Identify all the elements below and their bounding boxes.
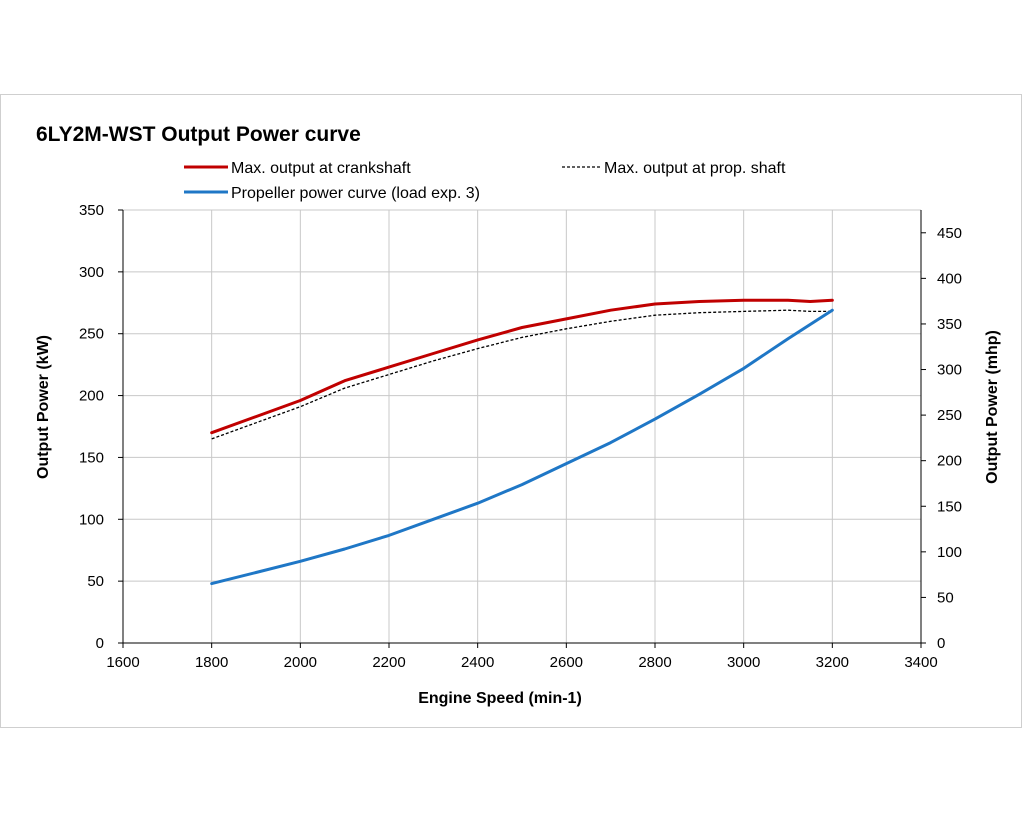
legend-item-prop-shaft: Max. output at prop. shaft	[562, 160, 786, 177]
x-tick-label-2600: 2600	[550, 654, 583, 671]
legend-item-propeller: Propeller power curve (load exp. 3)	[184, 185, 480, 202]
y2-tick-label-150: 150	[937, 498, 962, 515]
chart-panel	[0, 94, 1022, 728]
x-tick-label-2200: 2200	[372, 654, 405, 671]
x-tick-label-2000: 2000	[284, 654, 317, 671]
x-tick-label-2400: 2400	[461, 654, 494, 671]
legend-label-crankshaft: Max. output at crankshaft	[231, 160, 411, 177]
y2-tick-label-450: 450	[937, 225, 962, 242]
y2-tick-label-350: 350	[937, 316, 962, 333]
series-propeller	[210, 308, 834, 586]
chart-title: 6LY2M-WST Output Power curve	[36, 123, 361, 146]
y2-tick-label-0: 0	[937, 635, 945, 652]
y2-tick-label-200: 200	[937, 453, 962, 470]
y-tick-label-150: 150	[79, 449, 104, 466]
y2-tick-label-300: 300	[937, 362, 962, 379]
x-tick-label-3400: 3400	[904, 654, 937, 671]
axes	[118, 209, 926, 648]
series-prop-shaft	[211, 309, 833, 440]
y-tick-label-200: 200	[79, 388, 104, 405]
y2-tick-label-100: 100	[937, 544, 962, 561]
x-tick-label-1600: 1600	[106, 654, 139, 671]
y2-tick-label-400: 400	[937, 270, 962, 287]
series-layer	[210, 298, 834, 586]
y-axis-label: Output Power (kW)	[35, 335, 52, 479]
grid	[122, 209, 922, 644]
x-tick-label-3000: 3000	[727, 654, 760, 671]
x-tick-label-1800: 1800	[195, 654, 228, 671]
x-tick-label-3200: 3200	[816, 654, 849, 671]
y-tick-label-350: 350	[79, 202, 104, 219]
y-tick-label-50: 50	[87, 573, 104, 590]
x-tick-label-2800: 2800	[638, 654, 671, 671]
legend: Max. output at crankshaft Max. output at…	[184, 160, 786, 202]
y2-tick-label-250: 250	[937, 407, 962, 424]
legend-label-prop-shaft: Max. output at prop. shaft	[604, 160, 786, 177]
y2-axis-label: Output Power (mhp)	[984, 330, 1001, 484]
series-crankshaft	[210, 298, 834, 435]
tick-labels: 1600 1800 2000 2200 2400 2600 2800 3000 3200 3400…	[79, 202, 962, 671]
legend-label-propeller: Propeller power curve (load exp. 3)	[231, 185, 480, 202]
y-tick-label-250: 250	[79, 326, 104, 343]
y2-tick-label-50: 50	[937, 589, 954, 606]
y-tick-label-100: 100	[79, 511, 104, 528]
y-tick-label-0: 0	[96, 635, 104, 652]
x-axis-label: Engine Speed (min-1)	[418, 690, 582, 707]
y-tick-label-300: 300	[79, 264, 104, 281]
legend-item-crankshaft: Max. output at crankshaft	[184, 160, 411, 177]
